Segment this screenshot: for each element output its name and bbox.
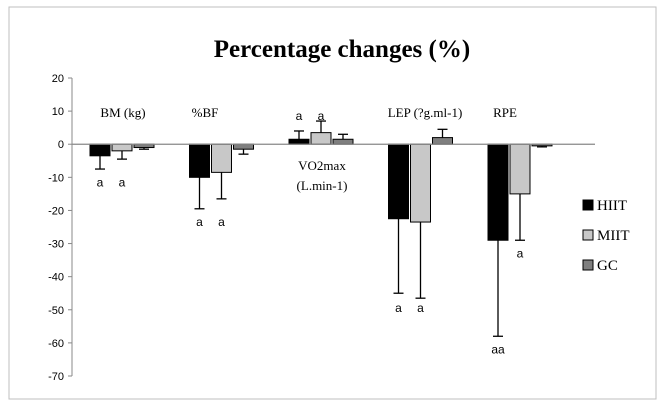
bar-miit-2 bbox=[310, 132, 332, 145]
y-tick-label: -10 bbox=[48, 172, 64, 184]
significance-label-0: a bbox=[97, 175, 104, 189]
category-label-4: RPE bbox=[493, 105, 517, 120]
bar-gc-2 bbox=[332, 138, 354, 145]
significance-label-8: a bbox=[517, 246, 524, 260]
significance-label-2: a bbox=[196, 215, 203, 229]
y-tick-label: 20 bbox=[52, 73, 64, 85]
error-bars bbox=[95, 120, 547, 337]
category-labels: BM (kg) %BF VO2max (L.min-1) LEP (?g.ml-1) RP… bbox=[100, 105, 517, 193]
bar-miit-3 bbox=[410, 143, 431, 223]
legend-swatch-hiit bbox=[582, 199, 594, 211]
y-tick-label: -60 bbox=[48, 338, 64, 350]
y-tick-label: 10 bbox=[52, 106, 64, 118]
bar-hiit-4 bbox=[487, 143, 509, 241]
bar-miit-0 bbox=[111, 143, 133, 152]
legend-label-gc: GC bbox=[597, 258, 618, 274]
legend: HIIT MIIT GC bbox=[582, 198, 630, 274]
significance-label-6: a bbox=[395, 301, 402, 315]
y-tick-label: -30 bbox=[48, 239, 64, 251]
significance-label-5: a bbox=[318, 109, 325, 123]
y-tick-label: -20 bbox=[48, 205, 64, 217]
bar-hiit-3 bbox=[388, 143, 409, 220]
significance-label-3: a bbox=[218, 215, 225, 229]
y-tick-label: -40 bbox=[48, 272, 64, 284]
chart-border bbox=[8, 6, 657, 400]
bar-miit-1 bbox=[211, 143, 232, 173]
bar-hiit-0 bbox=[89, 143, 111, 157]
legend-swatch-gc bbox=[582, 259, 594, 271]
significance-label-9: aa bbox=[491, 343, 505, 357]
legend-label-hiit: HIIT bbox=[597, 198, 627, 214]
y-tick-label: -70 bbox=[48, 371, 64, 383]
chart-title: Percentage changes (%) bbox=[214, 36, 470, 63]
bar-hiit-2 bbox=[288, 138, 310, 145]
legend-label-miit: MIIT bbox=[597, 228, 630, 244]
category-label-2: VO2max (L.min-1) bbox=[297, 158, 348, 193]
significance-label-4: a bbox=[296, 109, 303, 123]
bars bbox=[89, 132, 553, 241]
bar-gc-3 bbox=[432, 137, 453, 145]
legend-swatch-miit bbox=[582, 229, 594, 241]
category-label-0: BM (kg) bbox=[100, 105, 145, 120]
y-tick-label: -50 bbox=[48, 305, 64, 317]
category-label-3: LEP (?g.ml-1) bbox=[388, 105, 463, 120]
significance-label-1: a bbox=[119, 175, 126, 189]
y-tick-label: 0 bbox=[58, 139, 64, 151]
bar-miit-4 bbox=[509, 143, 531, 195]
bar-gc-1 bbox=[233, 143, 254, 150]
bar-hiit-1 bbox=[189, 143, 210, 178]
y-axis: 20 10 0 -10 -20 -30 -40 -50 -60 -70 bbox=[48, 73, 73, 383]
category-label-1: %BF bbox=[192, 105, 219, 120]
significance-label-7: a bbox=[417, 301, 424, 315]
